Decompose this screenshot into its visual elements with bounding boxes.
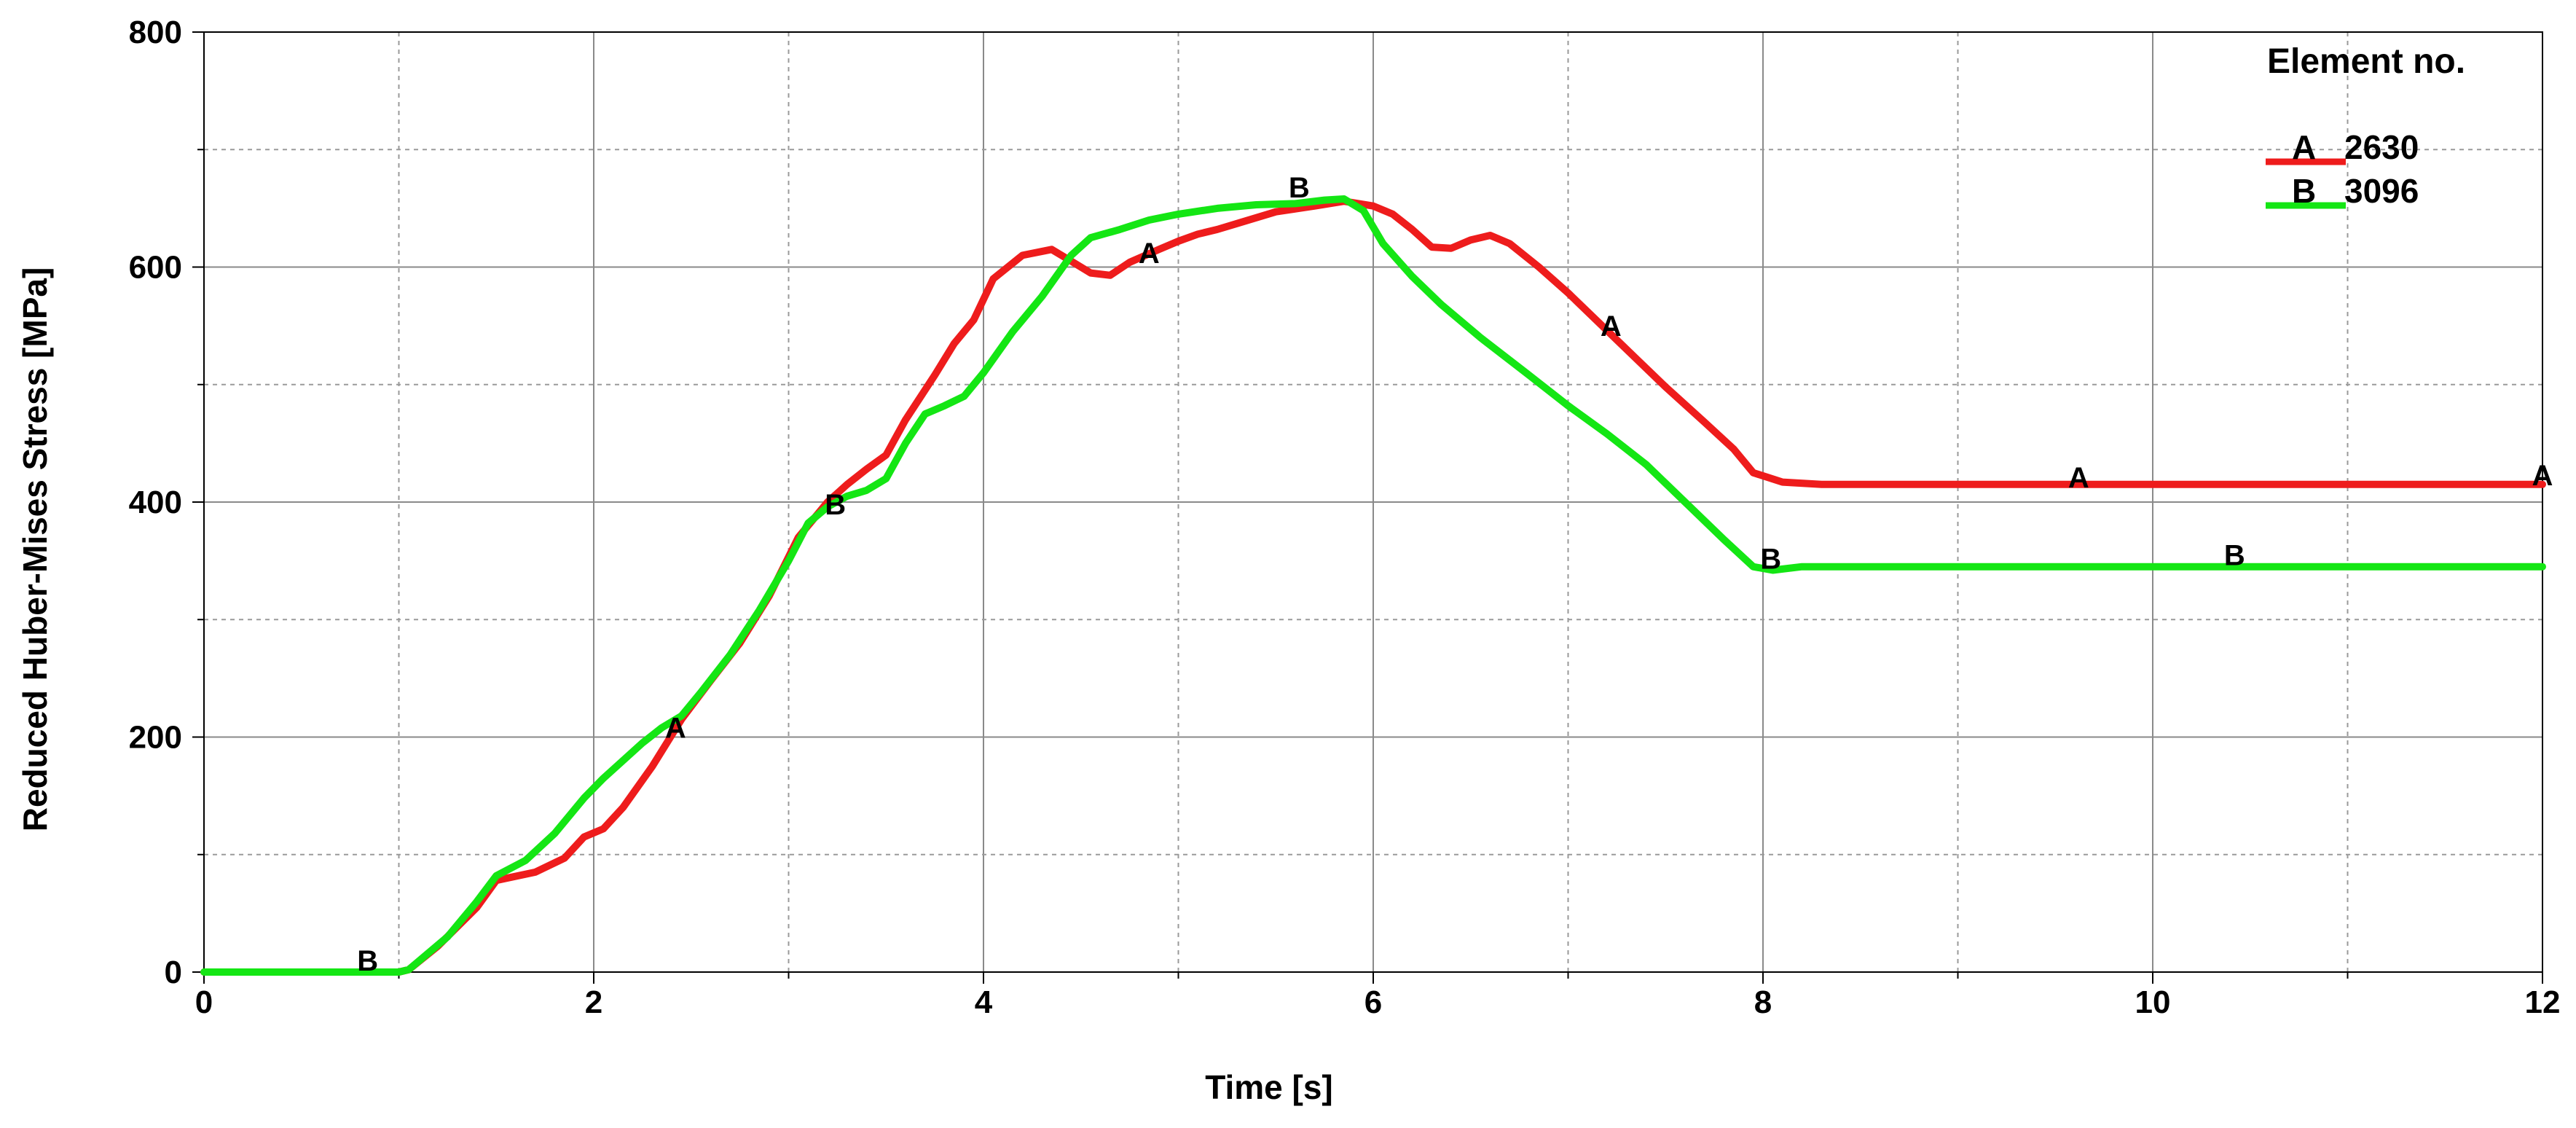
legend-label-3096: 3096 bbox=[2344, 172, 2419, 210]
x-axis-title: Time [s] bbox=[1205, 1068, 1333, 1106]
x-tick-label: 12 bbox=[2525, 984, 2561, 1020]
legend-marker-a: A bbox=[2292, 128, 2316, 166]
y-tick-label: 800 bbox=[129, 15, 182, 50]
x-tick-label: 4 bbox=[975, 984, 993, 1020]
x-tick-label: 6 bbox=[1364, 984, 1382, 1020]
legend-entry-2630: A 2630 bbox=[2266, 128, 2419, 166]
marker-labels: A A A A A B B B B B bbox=[357, 172, 2553, 977]
gridlines bbox=[204, 32, 2542, 972]
axis-ticks: 0 2 4 6 8 10 12 0 200 400 600 800 bbox=[129, 15, 2561, 1020]
series-marker-label-2630: A bbox=[665, 713, 686, 745]
x-tick-label: 8 bbox=[1754, 984, 1772, 1020]
series-marker-label-2630: A bbox=[2532, 460, 2553, 492]
series-line-3096 bbox=[200, 195, 2546, 976]
series-marker-label-2630: A bbox=[1601, 310, 1622, 342]
series-marker-label-2630: A bbox=[2068, 462, 2089, 494]
y-axis-title: Reduced Huber-Mises Stress [MPa] bbox=[16, 267, 54, 832]
series-line-2630 bbox=[200, 197, 2546, 976]
x-tick-label: 10 bbox=[2135, 984, 2171, 1020]
legend-entry-3096: B 3096 bbox=[2266, 172, 2419, 210]
legend-marker-b: B bbox=[2292, 172, 2316, 210]
legend-title: Element no. bbox=[2267, 42, 2465, 81]
legend-label-2630: 2630 bbox=[2344, 128, 2419, 166]
y-tick-label: 200 bbox=[129, 720, 182, 756]
x-tick-label: 2 bbox=[585, 984, 602, 1020]
y-tick-label: 400 bbox=[129, 485, 182, 520]
series-marker-label-3096: B bbox=[1289, 172, 1310, 204]
series-marker-label-3096: B bbox=[1760, 543, 1781, 575]
series-layer bbox=[200, 195, 2546, 976]
series-marker-label-3096: B bbox=[825, 489, 846, 521]
y-tick-label: 0 bbox=[165, 955, 182, 990]
series-marker-label-3096: B bbox=[357, 945, 378, 977]
x-tick-label: 0 bbox=[195, 984, 213, 1020]
legend: Element no. A 2630 B 3096 bbox=[2266, 42, 2465, 210]
series-marker-label-3096: B bbox=[2224, 540, 2245, 572]
y-tick-label: 600 bbox=[129, 250, 182, 286]
series-marker-label-2630: A bbox=[1139, 238, 1160, 270]
